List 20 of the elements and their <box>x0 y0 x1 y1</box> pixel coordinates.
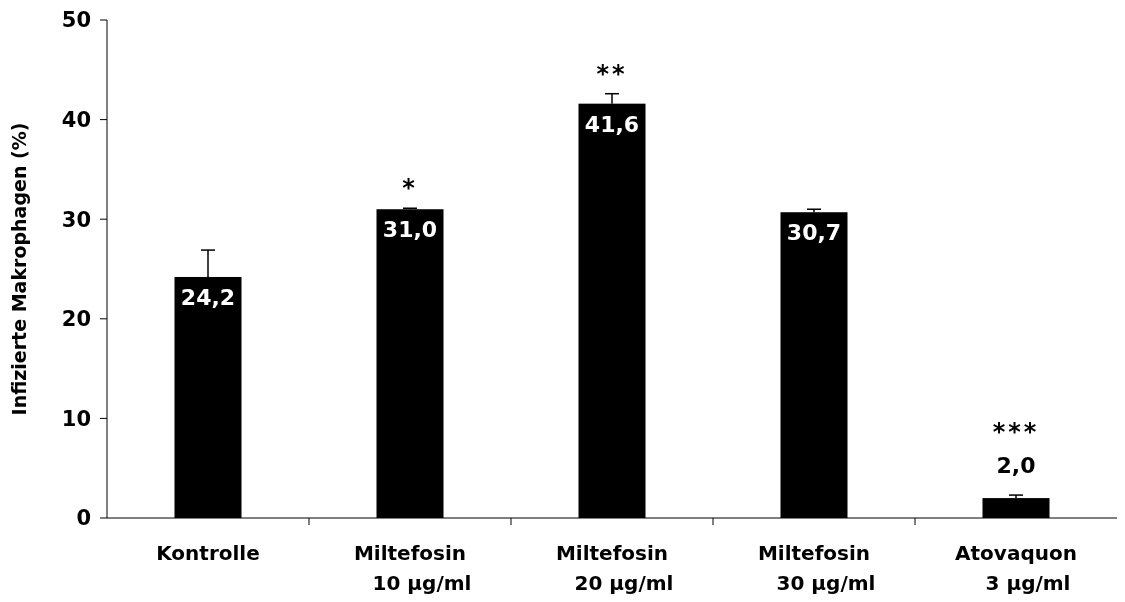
annotation: * <box>402 174 418 203</box>
data-label: 31,0 <box>382 217 438 243</box>
x-tick-label: Kontrolle <box>156 541 260 565</box>
y-axis-title: Infizierte Makrophagen (%) <box>8 122 30 416</box>
x-tick-label: Atovaquon 3 µg/ml <box>955 541 1077 595</box>
data-label: 30,7 <box>786 220 842 246</box>
data-label: 2,0 <box>996 453 1036 479</box>
data-label: 24,2 <box>180 284 236 310</box>
y-tick-label: 10 <box>61 406 91 431</box>
data-label: 41,6 <box>584 111 640 137</box>
y-tick-label: 50 <box>61 8 91 33</box>
y-tick-label: 0 <box>76 506 91 531</box>
annotation: ** <box>596 59 628 88</box>
x-tick-label: Miltefosin 20 µg/ml <box>555 541 674 595</box>
y-tick-label: 40 <box>61 107 91 132</box>
y-tick-label: 20 <box>61 307 91 332</box>
y-tick-label: 30 <box>61 207 91 232</box>
x-tick-label: Miltefosin 10 µg/ml <box>353 541 472 595</box>
annotation: *** <box>992 418 1040 447</box>
x-tick-label: Miltefosin 30 µg/ml <box>757 541 876 595</box>
